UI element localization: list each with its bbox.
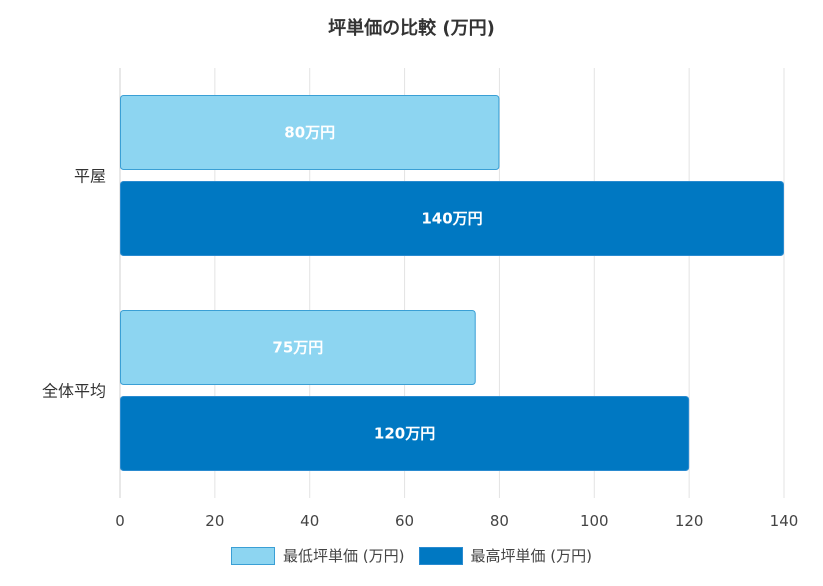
legend-label: 最高坪単価 (万円): [470, 547, 592, 565]
bar: [120, 181, 784, 256]
legend: 最低坪単価 (万円) 最高坪単価 (万円): [0, 545, 823, 566]
x-tick-label: 140: [770, 512, 799, 530]
bar-data-label: 120万円: [374, 425, 435, 443]
bar-data-label: 75万円: [272, 339, 323, 357]
legend-swatch: [418, 546, 463, 565]
bar: [120, 396, 690, 471]
bars: 80万円 140万円 75万円 120万円: [120, 95, 784, 471]
x-tick-label: 120: [675, 512, 704, 530]
bar-data-label: 140万円: [421, 210, 482, 228]
bar-data-label: 80万円: [284, 124, 335, 142]
legend-label: 最低坪単価 (万円): [283, 547, 405, 565]
x-tick-label: 40: [300, 512, 319, 530]
x-tick-label: 20: [205, 512, 224, 530]
bar: [120, 310, 476, 385]
legend-item[interactable]: 最低坪単価 (万円): [231, 545, 405, 566]
category-label: 平屋: [74, 167, 106, 186]
legend-item[interactable]: 最高坪単価 (万円): [418, 545, 592, 566]
x-tick-label: 100: [580, 512, 609, 530]
x-tick-label: 60: [395, 512, 414, 530]
chart-title: 坪単価の比較 (万円): [328, 18, 495, 39]
x-tick-label: 0: [115, 512, 125, 530]
legend-swatch: [231, 546, 276, 565]
bar: [120, 95, 500, 170]
category-label: 全体平均: [42, 382, 106, 401]
x-tick-label: 80: [490, 512, 509, 530]
